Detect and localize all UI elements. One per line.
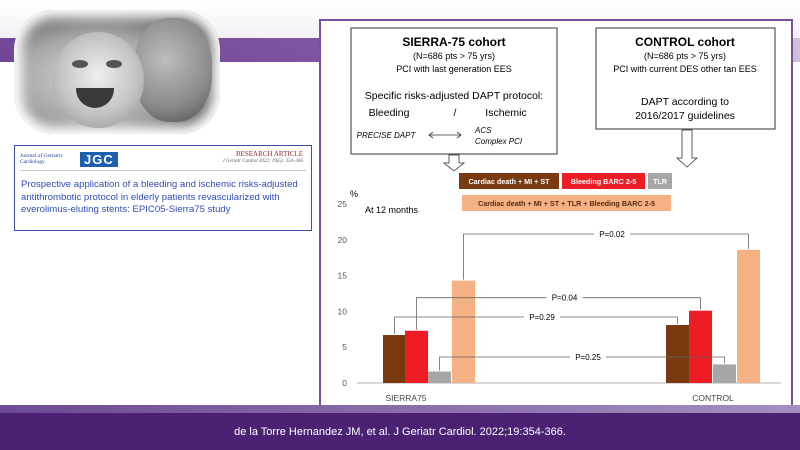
- sierra-count: (N=686 pts > 75 yrs): [413, 51, 495, 61]
- y-tick-label: 10: [338, 306, 348, 316]
- p-value-label: P=0.29: [529, 313, 555, 322]
- bar: [452, 280, 475, 383]
- results-figure: SIERRA-75 cohort (N=686 pts > 75 yrs) PC…: [338, 27, 781, 403]
- p-value-bracket: [463, 233, 749, 280]
- p-value-label-bg: [524, 311, 560, 322]
- y-tick-label: 5: [342, 342, 347, 352]
- bar: [405, 330, 428, 383]
- journal-logo: Journal of Geriatric Cardiology JGC: [20, 151, 118, 167]
- p-value-label: P=0.04: [552, 294, 578, 303]
- sierra-acs: ACS: [474, 126, 492, 135]
- jgc-logo-text: JGC: [80, 151, 118, 167]
- sierra-title: SIERRA-75 cohort: [402, 35, 505, 49]
- control-cohort-box: [595, 27, 776, 130]
- p-value-label-bg: [546, 291, 583, 303]
- journal-reference: J Geriatr Cardiol 2022; 19(5): 354–366: [222, 159, 303, 164]
- photo-mouth: [76, 88, 114, 108]
- legend-swatch: [562, 173, 645, 189]
- photo-eye: [106, 60, 122, 68]
- legend-label: TLR: [653, 177, 668, 186]
- legend-swatch: [648, 173, 672, 189]
- legend-swatch: [462, 195, 671, 211]
- elderly-couple-photo: [14, 10, 220, 134]
- sierra-bleeding: Bleeding: [369, 107, 410, 119]
- sierra-slash: /: [454, 107, 457, 119]
- article-card[interactable]: Journal of Geriatric Cardiology JGC RESE…: [14, 145, 312, 231]
- bar: [666, 325, 689, 383]
- sierra-complex: Complex PCI: [475, 137, 523, 146]
- sierra-ischemic: Ischemic: [485, 107, 526, 119]
- legend-label: Cardiac death + MI + ST + TLR + Bleeding…: [478, 199, 655, 208]
- bar: [713, 364, 736, 383]
- y-tick-label: 20: [338, 235, 348, 245]
- p-value-label: P=0.25: [575, 353, 601, 362]
- bar: [383, 335, 406, 383]
- bar: [428, 371, 451, 383]
- legend-label: Bleeding BARC 2-5: [571, 177, 637, 186]
- article-title[interactable]: Prospective application of a bleeding an…: [21, 179, 298, 215]
- p-value-label: P=0.02: [599, 230, 625, 239]
- bar: [689, 310, 712, 383]
- y-tick-label: 15: [338, 271, 348, 281]
- sierra-cohort-box: [350, 27, 558, 155]
- control-title: CONTROL cohort: [635, 35, 735, 49]
- double-arrow-icon: [428, 131, 462, 139]
- legend-swatch: [459, 173, 559, 189]
- bar: [737, 249, 760, 383]
- p-value-label-bg: [570, 351, 606, 362]
- sierra-stent: PCI with last generation EES: [396, 64, 512, 74]
- chart-annotation: At 12 months: [365, 205, 419, 215]
- citation: de la Torre Hernandez JM, et al. J Geria…: [234, 426, 566, 438]
- sierra-protocol: Specific risks-adjusted DAPT protocol:: [365, 90, 543, 102]
- results-panel: SIERRA-75 cohort (N=686 pts > 75 yrs) PC…: [319, 19, 793, 414]
- y-axis-label: %: [350, 189, 358, 199]
- y-tick-label: 0: [342, 378, 347, 388]
- control-dapt-line1: DAPT according to: [641, 96, 729, 108]
- journal-name: Journal of Geriatric Cardiology: [20, 153, 64, 165]
- sierra-precise: PRECISE DAPT: [357, 131, 417, 140]
- article-type: RESEARCH ARTICLE: [235, 150, 303, 158]
- photo-face-man: [134, 18, 212, 122]
- down-arrow-icon: [442, 154, 466, 172]
- article-divider: [20, 170, 306, 171]
- down-arrow-icon: [675, 129, 699, 168]
- control-stent: PCI with current DES other tan EES: [613, 64, 757, 74]
- p-value-label-bg: [594, 228, 630, 239]
- y-tick-label: 25: [338, 199, 348, 209]
- x-tick-label: CONTROL: [692, 393, 734, 403]
- bottom-light-stripe: [0, 405, 800, 413]
- bottom-band: [0, 413, 800, 450]
- legend-label: Cardiac death + MI + ST: [468, 177, 550, 186]
- photo-eye: [72, 60, 88, 68]
- control-count: (N=686 pts > 75 yrs): [644, 51, 726, 61]
- photo-face-woman: [52, 32, 144, 128]
- chart-area: % At 12 months 0 5 10 15 20 25 Cardiac death + M…: [338, 173, 781, 403]
- control-dapt-line2: 2016/2017 guidelines: [635, 110, 735, 122]
- x-tick-label: SIERRA75: [385, 393, 426, 403]
